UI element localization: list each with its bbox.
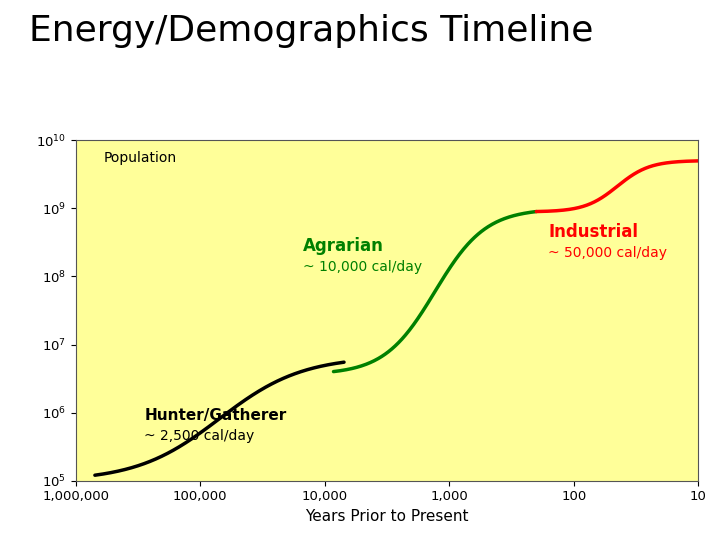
Text: ~ 2,500 cal/day: ~ 2,500 cal/day <box>145 429 255 443</box>
Text: Population: Population <box>103 151 176 165</box>
Text: Energy/Demographics Timeline: Energy/Demographics Timeline <box>29 14 593 48</box>
X-axis label: Years Prior to Present: Years Prior to Present <box>305 509 469 524</box>
Text: ~ 10,000 cal/day: ~ 10,000 cal/day <box>303 260 422 274</box>
Text: Industrial: Industrial <box>549 223 639 241</box>
Text: Agrarian: Agrarian <box>303 237 384 255</box>
Text: ~ 50,000 cal/day: ~ 50,000 cal/day <box>549 246 667 260</box>
Text: Hunter/Gatherer: Hunter/Gatherer <box>145 408 287 423</box>
